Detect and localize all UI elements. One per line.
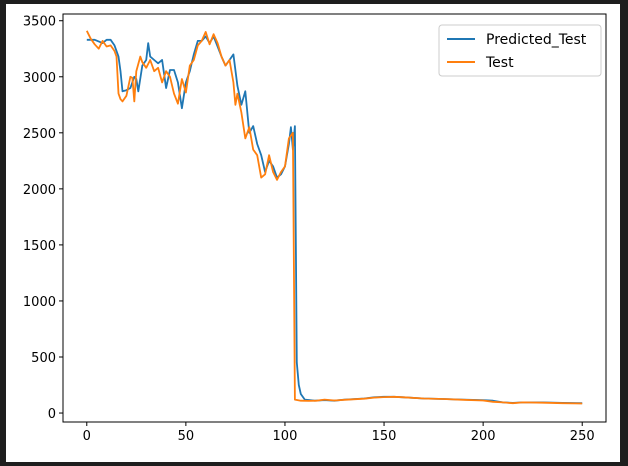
x-tick-label: 50 [178, 429, 195, 444]
x-tick-label: 150 [372, 429, 397, 444]
x-tick-label: 200 [471, 429, 496, 444]
legend: Predicted_Test Test [438, 24, 602, 77]
y-tick-label: 2500 [23, 127, 56, 142]
x-tick-label: 100 [273, 429, 298, 444]
chart-frame: 0 50 100 150 200 250 0 500 1000 1500 2000 2500 3000… [6, 4, 620, 462]
series-layer [85, 30, 583, 405]
series-line-predicted-test [86, 35, 583, 405]
y-axis: 0 500 1000 1500 2000 2500 3000 3500 [23, 15, 63, 422]
y-tick-label: 2000 [23, 183, 56, 198]
y-tick-label: 1000 [23, 295, 56, 310]
legend-box [438, 24, 602, 77]
y-tick-label: 0 [48, 407, 56, 422]
series-line-test [85, 30, 583, 405]
legend-label: Predicted_Test [486, 32, 587, 48]
x-axis: 0 50 100 150 200 250 [83, 422, 595, 444]
y-tick-label: 500 [31, 351, 56, 366]
x-tick-label: 250 [570, 429, 595, 444]
y-tick-label: 1500 [23, 239, 56, 254]
chart-svg: 0 50 100 150 200 250 0 500 1000 1500 2000 2500 3000… [23, 13, 607, 444]
legend-label: Test [485, 55, 514, 71]
x-tick-label: 0 [83, 429, 91, 444]
y-tick-label: 3000 [23, 71, 56, 86]
plot-border [62, 13, 607, 423]
y-tick-label: 3500 [23, 15, 56, 30]
